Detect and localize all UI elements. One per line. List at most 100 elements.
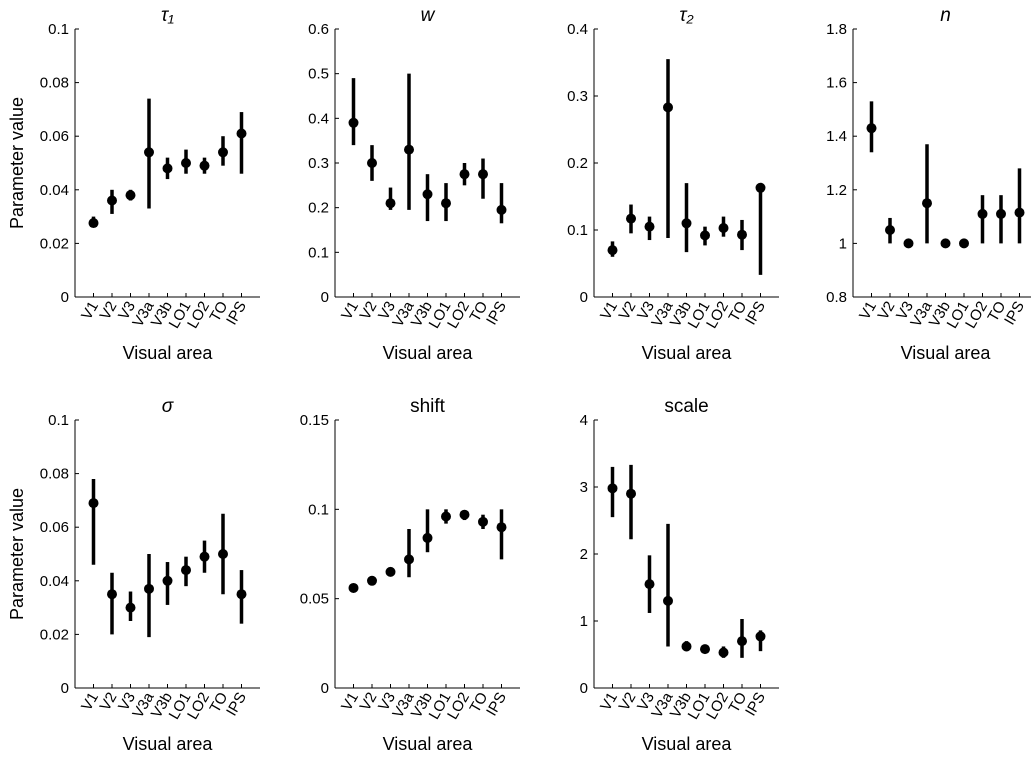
data-point	[718, 647, 729, 658]
data-point	[348, 117, 359, 128]
data-point	[866, 123, 877, 134]
y-tick-label: 0.2	[567, 155, 588, 172]
x-tick-label: V2	[357, 690, 381, 714]
subplot-title: shift	[410, 396, 446, 417]
data-point	[607, 483, 618, 494]
x-tick-label: IPS	[483, 299, 510, 328]
subplot-title: τ₁	[161, 5, 174, 26]
y-tick-label: 0	[61, 680, 69, 697]
y-tick-label: 0.4	[308, 110, 329, 127]
data-point	[681, 218, 692, 229]
data-point	[441, 511, 451, 522]
data-point	[959, 238, 969, 249]
data-point	[88, 498, 99, 509]
data-point	[422, 189, 433, 200]
data-point	[663, 595, 673, 606]
data-point	[367, 158, 377, 168]
y-tick-label: 0.02	[40, 235, 69, 252]
x-tick-label: V1	[597, 299, 621, 323]
y-tick-label: 0.1	[48, 412, 69, 429]
data-point	[181, 158, 191, 168]
data-point	[199, 160, 210, 171]
data-point	[88, 218, 99, 229]
x-tick-label: V1	[78, 299, 102, 323]
y-tick-label: 0.04	[40, 182, 69, 199]
y-tick-label: 0.06	[40, 128, 69, 145]
data-point	[459, 169, 470, 180]
data-point	[681, 641, 692, 652]
y-tick-label: 0.2	[308, 200, 329, 217]
data-point	[125, 602, 136, 613]
y-tick-label: 0.1	[308, 501, 329, 518]
x-tick-label: IPS	[742, 299, 769, 328]
data-point	[1014, 207, 1025, 218]
y-tick-label: 0	[321, 680, 329, 697]
y-tick-label: 1.6	[826, 75, 847, 92]
y-tick-label: 1.2	[826, 182, 847, 199]
data-point	[996, 208, 1006, 219]
subplot-title: σ	[162, 396, 175, 417]
y-tick-label: 0.1	[567, 222, 588, 239]
x-tick-label: V3	[375, 299, 399, 323]
data-point	[478, 516, 488, 527]
subplot-title: scale	[664, 396, 708, 417]
y-tick-label: 4	[580, 412, 588, 429]
y-tick-label: 0.1	[308, 244, 329, 261]
y-tick-label: 0.4	[567, 21, 588, 38]
x-axis-label: Visual area	[642, 343, 733, 363]
x-axis-label: Visual area	[901, 343, 992, 363]
x-tick-label: V2	[875, 299, 899, 323]
data-point	[107, 589, 117, 600]
x-axis-label: Visual area	[383, 734, 474, 754]
data-point	[162, 575, 173, 586]
x-axis-label: Visual area	[123, 734, 214, 754]
data-point	[162, 163, 173, 174]
subplot: 00.020.040.060.080.1V1V2V3V3aV3bLO1LO2TO…	[7, 5, 260, 363]
x-tick-label: V3	[115, 299, 139, 323]
y-tick-label: 0.06	[40, 519, 69, 536]
data-point	[607, 245, 618, 256]
data-point	[236, 589, 247, 600]
data-point	[700, 230, 710, 241]
x-tick-label: V3	[893, 299, 917, 323]
x-tick-label: V3	[634, 299, 658, 323]
data-point	[737, 229, 747, 240]
data-point	[644, 221, 655, 232]
data-point	[385, 198, 396, 209]
data-point	[199, 551, 210, 562]
data-point	[367, 575, 377, 586]
y-tick-label: 0.04	[40, 573, 69, 590]
y-tick-label: 0.08	[40, 75, 69, 92]
data-point	[348, 582, 359, 593]
data-point	[737, 636, 747, 647]
y-tick-label: 0.6	[308, 21, 329, 38]
y-tick-label: 0.05	[300, 591, 329, 608]
x-tick-label: V3	[115, 690, 139, 714]
x-tick-label: V1	[856, 299, 880, 323]
data-point	[218, 147, 228, 158]
x-tick-label: IPS	[483, 690, 510, 719]
subplot-title: τ₂	[679, 5, 694, 26]
data-point	[718, 222, 729, 233]
data-point	[496, 522, 507, 533]
data-point	[977, 208, 988, 219]
y-tick-label: 3	[580, 479, 588, 496]
data-point	[404, 554, 414, 565]
subplot: 00.020.040.060.080.1V1V2V3V3aV3bLO1LO2TO…	[7, 396, 260, 754]
y-tick-label: 1	[580, 613, 588, 630]
data-point	[755, 182, 766, 193]
x-tick-label: V1	[338, 690, 362, 714]
data-point	[663, 102, 673, 113]
subplot: 0.811.21.41.61.8V1V2V3V3aV3bLO1LO2TOIPSn…	[826, 5, 1031, 363]
subplot: 01234V1V2V3V3aV3bLO1LO2TOIPSscaleVisual …	[580, 396, 779, 754]
data-point	[496, 204, 507, 215]
data-point	[125, 190, 136, 201]
y-tick-label: 1.4	[826, 128, 847, 145]
x-axis-label: Visual area	[383, 343, 474, 363]
data-point	[385, 566, 396, 577]
x-tick-label: V1	[338, 299, 362, 323]
data-point	[144, 147, 154, 158]
y-tick-label: 0.3	[567, 88, 588, 105]
y-tick-label: 0	[61, 289, 69, 306]
data-point	[181, 565, 191, 576]
